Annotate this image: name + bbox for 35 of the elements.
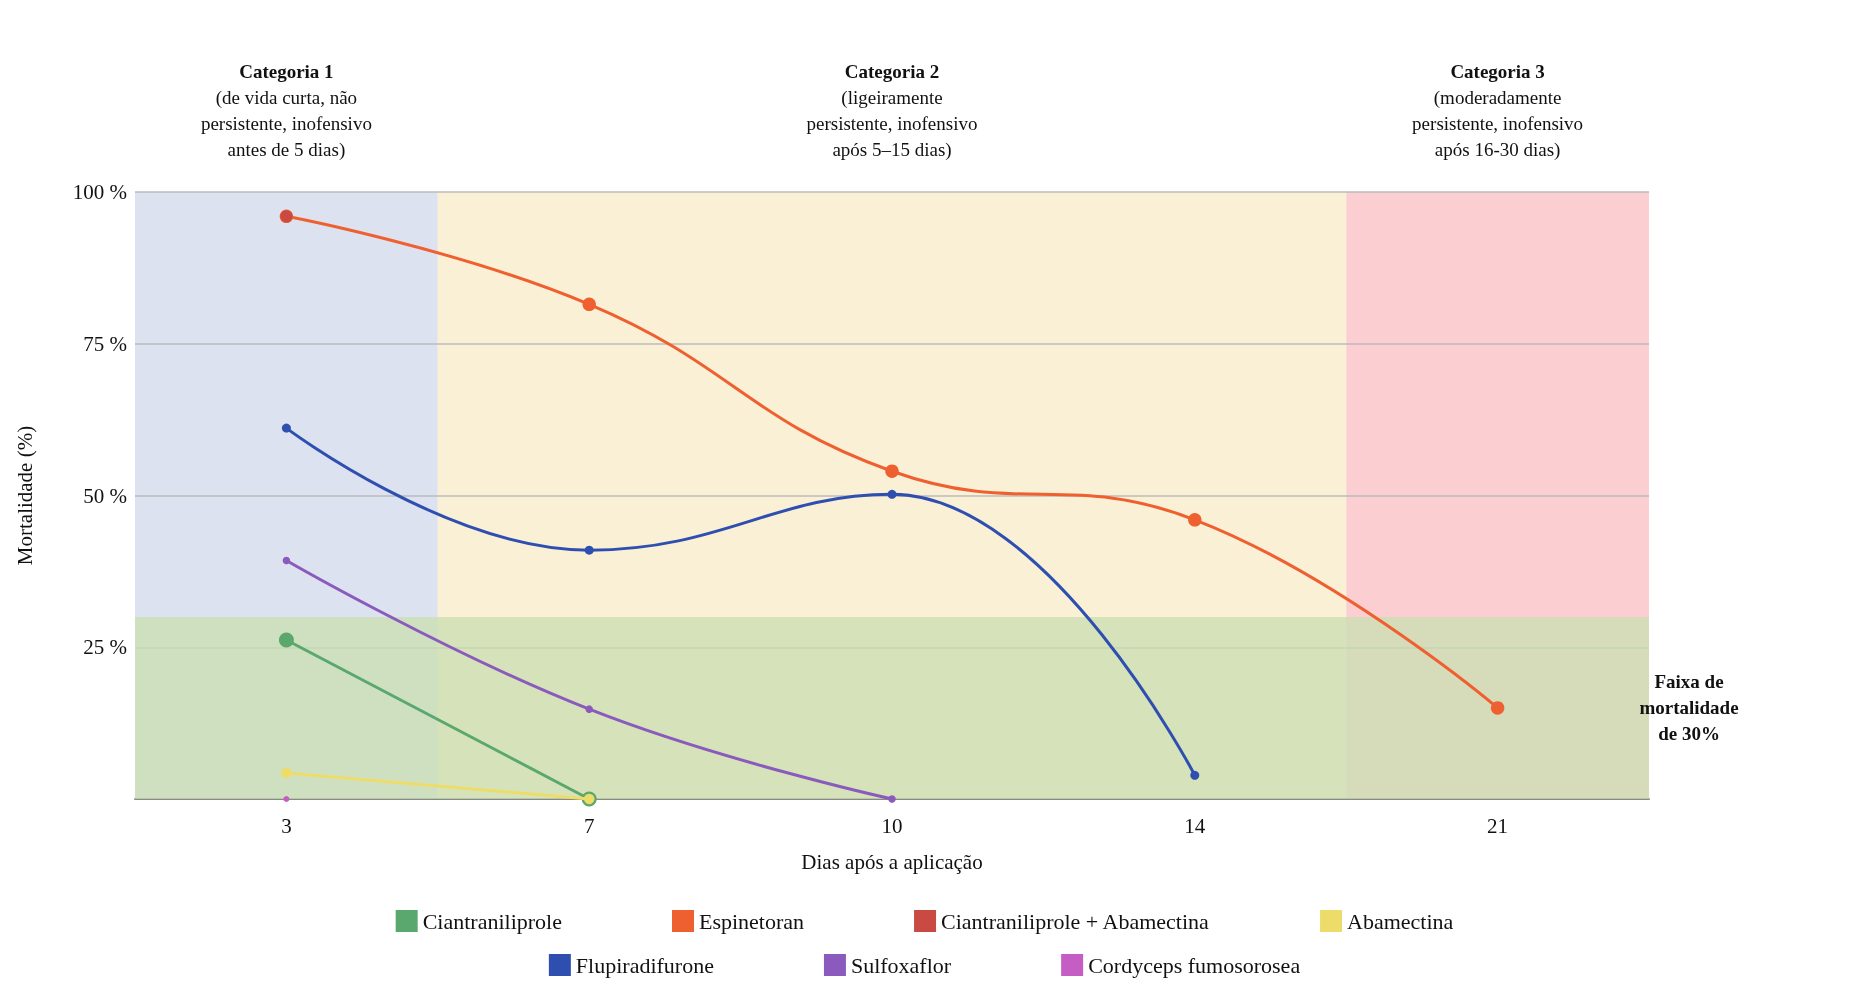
band-label: Categoria 1 (de vida curta, não persistente, inofensivo antes de 5 dias) [200, 60, 372, 161]
legend-label: Ciantraniliprole [422, 908, 562, 934]
point [278, 632, 294, 648]
legend-label: Sulfoxaflor [850, 952, 952, 978]
y-tick-label: 25 % [83, 635, 127, 660]
point [1190, 770, 1200, 780]
legend-label: Espinetoran [698, 908, 805, 934]
band-label: Faixa de mortalidade de 30% [1639, 671, 1739, 745]
x-tick-label: 7 [583, 813, 595, 838]
x-tick-label: 10 [881, 813, 903, 838]
point [282, 556, 291, 565]
x-axis-title: Dias após a aplicação [801, 849, 983, 874]
point [885, 464, 899, 478]
point [584, 545, 594, 555]
point [585, 705, 593, 713]
y-axis-title: Mortalidade (%) [12, 425, 37, 566]
point [1490, 701, 1505, 715]
band-label: Categoria 3 (moderadamente persistente, inofensivo após 16-30 dias) [1412, 60, 1584, 161]
x-tick-label: 3 [281, 813, 292, 838]
band-label: Categoria 2 (ligeiramente persistente, inofensivo após 5–15 dias) [806, 60, 978, 161]
point [888, 795, 896, 803]
y-tick-label: 75 % [83, 331, 127, 356]
y-tick-label: 50 % [83, 483, 127, 508]
y-tick-label: 100 % [72, 180, 127, 204]
x-tick-label: 21 [1487, 813, 1509, 838]
point [582, 297, 596, 312]
legend-label: Abamectina [1347, 908, 1454, 934]
point [887, 489, 897, 499]
point [281, 767, 292, 779]
point [1188, 513, 1202, 527]
x-tick-label: 14 [1184, 813, 1206, 838]
legend-label: Ciantraniliprole + Abamectina [941, 908, 1210, 934]
point [281, 423, 291, 433]
legend-label: Flupiradifurone [575, 952, 714, 978]
legend-label: Cordyceps fumosorosea [1088, 952, 1301, 978]
